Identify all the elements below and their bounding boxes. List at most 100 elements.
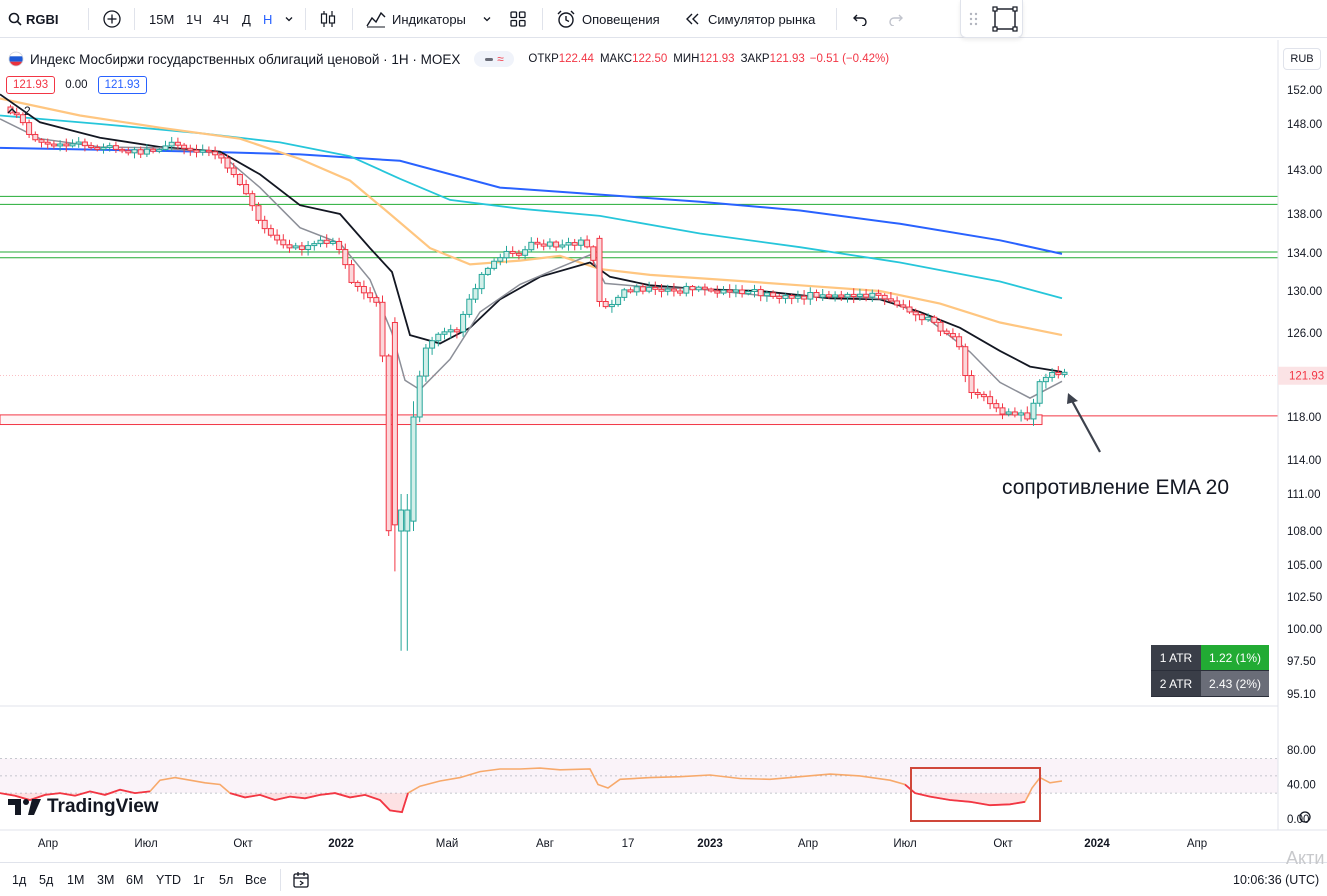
timeframe-week[interactable]: Н xyxy=(263,11,273,27)
price-tick-label: 95.10 xyxy=(1287,689,1316,701)
candle-body xyxy=(435,333,442,342)
candle-body xyxy=(342,249,349,266)
candle-body xyxy=(863,293,870,298)
candle-body xyxy=(26,122,33,135)
candle-body xyxy=(608,303,615,308)
sell-button[interactable]: 121.93 xyxy=(6,76,56,94)
candle-body xyxy=(522,249,529,256)
candle-body xyxy=(689,285,696,291)
clock[interactable]: 10:06:36 (UTC) xyxy=(1233,873,1320,887)
time-tick-label: Июл xyxy=(893,838,916,850)
buy-button[interactable]: 121.93 xyxy=(97,76,147,94)
close-label: ЗАКР xyxy=(740,53,770,65)
annotation-text[interactable]: сопротивление EMA 20 xyxy=(1002,476,1230,499)
price-tick-label: 138.00 xyxy=(1287,209,1322,221)
currency-selector[interactable]: RUB xyxy=(1283,48,1321,70)
candle-body xyxy=(1055,372,1062,375)
rsi-tick-label: 0.00 xyxy=(1287,814,1309,826)
indicators-collapse[interactable]: 2 xyxy=(6,104,31,118)
candle-body xyxy=(677,290,684,294)
rsi-highlight-box[interactable] xyxy=(910,767,1041,822)
candle-body xyxy=(900,304,907,308)
atr-row: 2 ATR 2.43 (2%) xyxy=(1151,671,1269,697)
go-to-date-button[interactable] xyxy=(292,863,312,896)
price-tick-label: 134.00 xyxy=(1287,248,1322,260)
chevron-down-icon xyxy=(483,17,491,22)
gear-icon[interactable] xyxy=(1299,811,1311,823)
candle-body xyxy=(968,375,975,394)
candle-body xyxy=(540,243,547,247)
support-zone[interactable] xyxy=(0,414,1043,426)
candle-body xyxy=(181,144,188,149)
candle-body xyxy=(106,145,113,149)
candle-body xyxy=(497,257,504,262)
range-1m[interactable]: 1М xyxy=(67,873,85,887)
candle-body xyxy=(367,292,374,299)
replay-button[interactable]: Симулятор рынка xyxy=(684,0,815,38)
compare-button[interactable] xyxy=(102,0,122,38)
candle-body xyxy=(559,244,566,248)
candle-body xyxy=(441,331,448,335)
layouts-button[interactable] xyxy=(509,0,527,38)
candle-body xyxy=(410,416,417,522)
candle-body xyxy=(416,375,423,418)
candle-body xyxy=(267,228,274,236)
rsi-oversold-fill xyxy=(0,793,1062,813)
price-tick-label: 105.00 xyxy=(1287,560,1322,572)
floating-toolbar xyxy=(960,0,1023,38)
candle-body xyxy=(75,141,82,145)
candle-body xyxy=(32,133,39,141)
range-all[interactable]: Все xyxy=(245,873,267,887)
alerts-button[interactable]: Оповещения xyxy=(556,0,660,38)
price-tick-label: 118.00 xyxy=(1287,412,1321,424)
indicators-icon xyxy=(366,11,386,28)
ema-100-line[interactable] xyxy=(0,114,1063,300)
candle-body xyxy=(249,193,256,207)
candle-body xyxy=(373,297,380,303)
change-value: −0.51 (−0.42%) xyxy=(809,53,890,65)
price-tick-label: 97.50 xyxy=(1287,656,1316,668)
candle-body xyxy=(782,295,789,299)
range-5d[interactable]: 5д xyxy=(39,873,54,887)
candle-body xyxy=(695,286,702,291)
range-6m[interactable]: 6М xyxy=(126,873,144,887)
candle-body xyxy=(515,252,522,256)
ema-50-line[interactable] xyxy=(0,97,1063,337)
chart-area[interactable]: 80.00 40.00 0.00 152.00 148.00 143.00 138.00 1… xyxy=(0,40,1327,862)
range-3m[interactable]: 3М xyxy=(97,873,115,887)
candle-body xyxy=(683,285,690,294)
undo-button[interactable] xyxy=(850,0,868,38)
candle-body xyxy=(491,260,498,269)
candle-body xyxy=(503,250,510,259)
drag-handle-icon[interactable] xyxy=(961,0,1024,38)
price-tick-label: 114.00 xyxy=(1287,455,1321,467)
symbol-search[interactable]: RGBI xyxy=(8,0,59,38)
candle-body xyxy=(918,314,925,321)
redo-button[interactable] xyxy=(888,0,906,38)
range-1y[interactable]: 1г xyxy=(193,873,205,887)
timeframe-day[interactable]: Д xyxy=(242,11,251,27)
redo-icon xyxy=(889,14,903,26)
candle-body xyxy=(143,148,150,155)
candle-body xyxy=(838,294,845,298)
session-toggle[interactable]: ≈ xyxy=(474,51,515,67)
indicators-button[interactable]: Индикаторы xyxy=(366,0,492,38)
ema-200-line[interactable] xyxy=(0,146,1063,255)
timeframe-15m[interactable]: 15М xyxy=(149,11,175,27)
candle-body xyxy=(906,306,913,313)
timeframe-4h[interactable]: 4Ч xyxy=(213,11,229,27)
range-5y[interactable]: 5л xyxy=(219,873,234,887)
candle-body xyxy=(329,240,336,244)
candle-body xyxy=(472,288,479,300)
range-1d[interactable]: 1д xyxy=(12,873,27,887)
symbol-title[interactable]: Индекс Мосбиржи государственных облигаци… xyxy=(30,51,461,67)
chart-type-button[interactable] xyxy=(318,0,338,38)
timeframe-1h[interactable]: 1Ч xyxy=(186,11,202,27)
ema-20-line[interactable] xyxy=(0,93,1063,373)
time-tick-label: 17 xyxy=(622,838,635,850)
range-ytd[interactable]: YTD xyxy=(156,873,181,887)
annotation-arrow[interactable] xyxy=(1070,398,1101,453)
tradingview-logo[interactable]: TradingView xyxy=(8,796,159,818)
candle-body xyxy=(577,239,584,246)
timeframe-dropdown[interactable] xyxy=(284,0,294,38)
